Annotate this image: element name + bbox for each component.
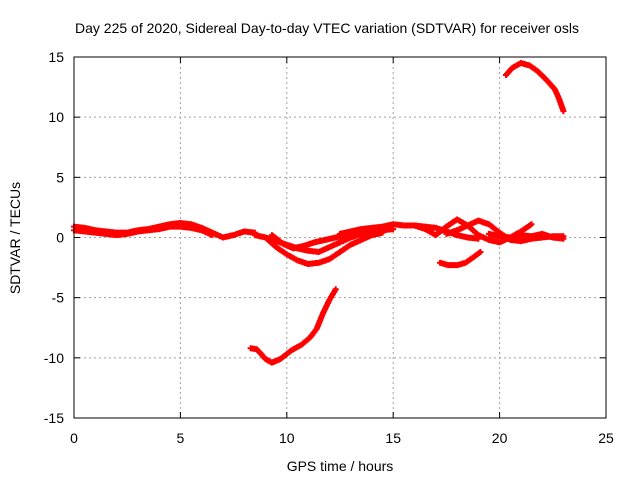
data-point bbox=[379, 229, 386, 236]
x-axis-label: GPS time / hours bbox=[287, 458, 394, 474]
x-tick-label: 25 bbox=[598, 430, 614, 446]
series-arc-mid-2 bbox=[262, 229, 386, 267]
y-tick-label: -5 bbox=[52, 290, 65, 306]
x-tick-label: 15 bbox=[385, 430, 401, 446]
y-tick-label: -10 bbox=[44, 350, 64, 366]
y-axis-label: SDTVAR / TECUs bbox=[7, 182, 23, 294]
x-tick-label: 0 bbox=[70, 430, 78, 446]
data-point bbox=[560, 108, 567, 115]
data-point bbox=[332, 286, 339, 293]
data-point bbox=[477, 248, 484, 255]
x-tick-label: 20 bbox=[492, 430, 508, 446]
series-arc-deep bbox=[247, 286, 339, 366]
y-tick-label: 15 bbox=[48, 49, 64, 65]
data-series-layer bbox=[71, 60, 567, 366]
series-arc-main-2 bbox=[71, 223, 216, 239]
y-tick-label: 0 bbox=[56, 230, 64, 246]
data-point bbox=[560, 235, 567, 242]
series-arc-late-3 bbox=[485, 230, 567, 242]
y-tick-label: 5 bbox=[56, 169, 64, 185]
data-point bbox=[528, 221, 535, 228]
data-point bbox=[209, 232, 216, 239]
series-arc-low-short bbox=[437, 248, 484, 269]
x-tick-label: 10 bbox=[279, 430, 295, 446]
data-point bbox=[375, 230, 382, 237]
y-tick-label: -15 bbox=[44, 410, 64, 426]
axis-ticks: 0 5 10 15 20 25 -15 -10 -5 0 5 10 15 bbox=[44, 49, 614, 446]
chart-title: Day 225 of 2020, Sidereal Day-to-day VTE… bbox=[75, 20, 579, 36]
series-arc-high bbox=[502, 60, 567, 115]
x-tick-label: 5 bbox=[177, 430, 185, 446]
y-tick-label: 10 bbox=[48, 109, 64, 125]
